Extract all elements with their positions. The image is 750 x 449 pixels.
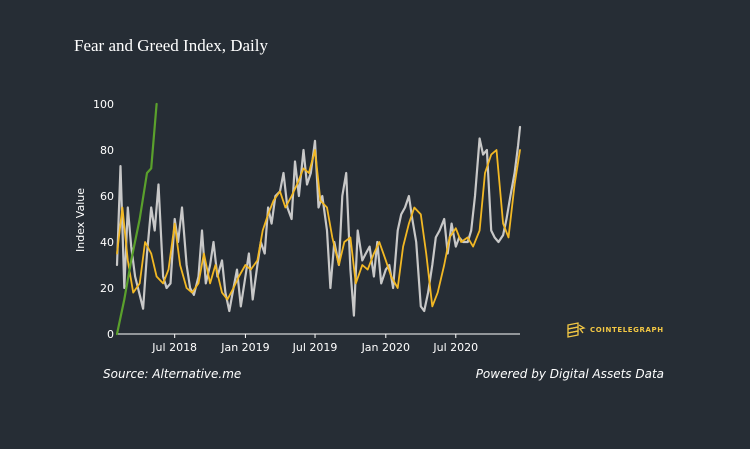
x-axis-ticks: Jul 2018 Jan 2019 Jul 2019 Jan 2020 Jul 2020 bbox=[151, 334, 478, 354]
x-tick-label: Jul 2018 bbox=[151, 341, 197, 354]
y-tick-label: 40 bbox=[100, 236, 114, 249]
y-tick-label: 100 bbox=[93, 98, 114, 111]
series-line-outlier bbox=[115, 102, 158, 336]
x-tick-label: Jan 2020 bbox=[361, 341, 410, 354]
powered-by-note: Powered by Digital Assets Data bbox=[475, 367, 664, 381]
x-tick-label: Jan 2019 bbox=[220, 341, 269, 354]
series-line-average bbox=[116, 149, 521, 308]
cointelegraph-logo: COINTELEGRAPH bbox=[566, 322, 664, 338]
x-tick-label: Jul 2020 bbox=[432, 341, 478, 354]
series-layer bbox=[115, 102, 522, 336]
y-tick-label: 20 bbox=[100, 282, 114, 295]
y-tick-label: 0 bbox=[107, 328, 114, 341]
logo-text: COINTELEGRAPH bbox=[590, 326, 664, 334]
series-line-daily bbox=[115, 125, 522, 317]
y-axis-label: Index Value bbox=[74, 188, 87, 252]
y-tick-label: 80 bbox=[100, 144, 114, 157]
y-axis-ticks: 0 20 40 60 80 100 bbox=[93, 98, 114, 341]
chart-title: Fear and Greed Index, Daily bbox=[74, 36, 269, 55]
cointelegraph-logo-icon bbox=[567, 322, 586, 338]
x-tick-label: Jul 2019 bbox=[292, 341, 338, 354]
source-note: Source: Alternative.me bbox=[103, 367, 242, 381]
y-tick-label: 60 bbox=[100, 190, 114, 203]
